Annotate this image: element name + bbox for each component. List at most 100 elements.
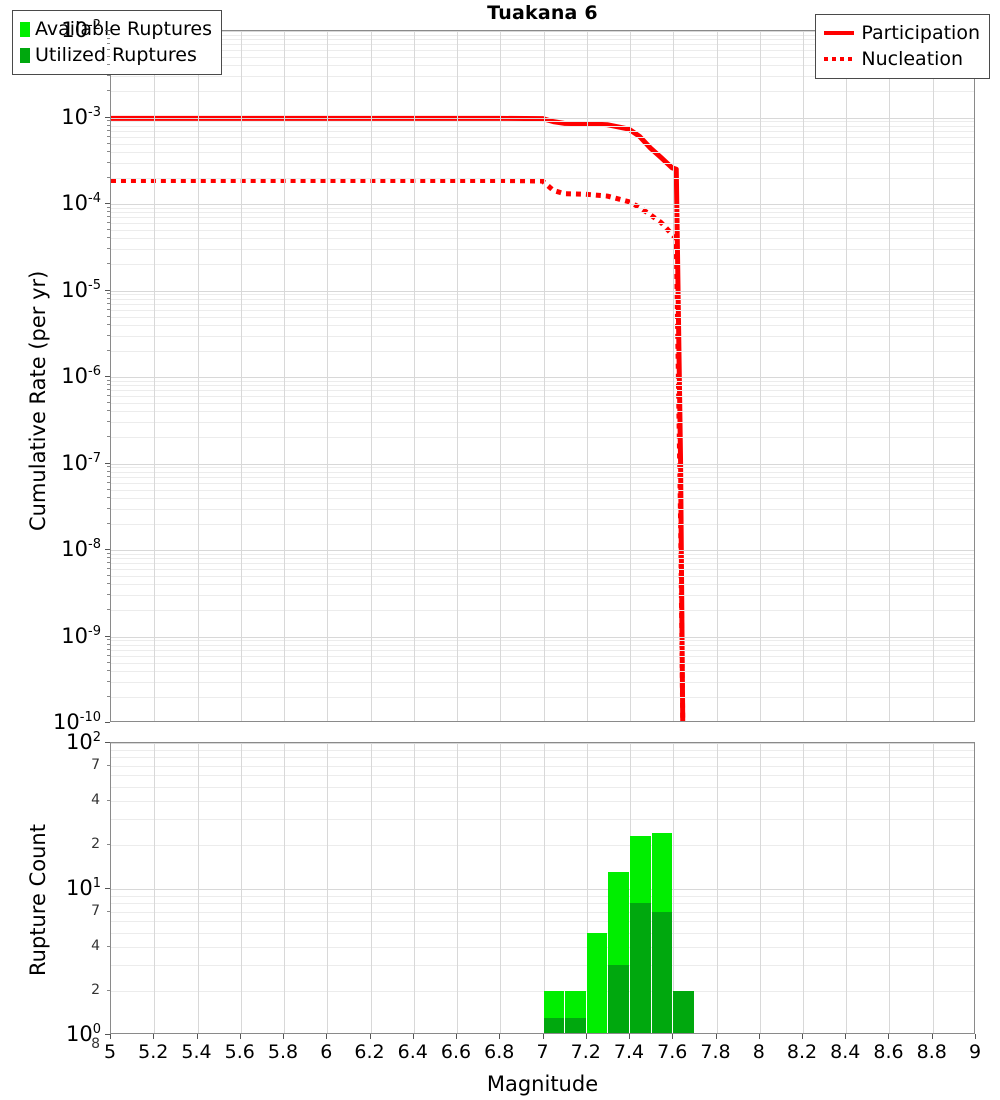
gridline-major [933, 743, 934, 1033]
x-tick-label: 7.6 [657, 1041, 687, 1063]
bar-available[interactable] [587, 933, 608, 1034]
utilized-color-swatch [20, 48, 30, 63]
bar-utilized[interactable] [608, 965, 629, 1034]
y-minor-tick-mark [107, 476, 110, 477]
y-tick-mark [105, 30, 110, 31]
x-tick-label: 8.6 [873, 1041, 903, 1063]
y-minor-tick-mark [107, 583, 110, 584]
legend-item-available-ruptures[interactable]: Available Ruptures [20, 16, 212, 42]
legend-item-utilized-ruptures[interactable]: Utilized Ruptures [20, 42, 212, 68]
x-tick-label: 7.4 [614, 1041, 644, 1063]
gridline-major [371, 743, 372, 1033]
y-minor-tick-mark [107, 56, 110, 57]
bar-utilized[interactable] [544, 1018, 565, 1034]
gridline-major [241, 743, 242, 1033]
x-tick-label: 5.4 [181, 1041, 211, 1063]
x-tick-label: 9 [969, 1041, 981, 1063]
y-minor-tick-mark [107, 384, 110, 385]
y-minor-tick-mark [107, 49, 110, 50]
y-tick-label-top: 10-6 [61, 364, 101, 388]
y-minor-tick-mark [107, 64, 110, 65]
y-minor-tick-mark [107, 553, 110, 554]
y-minor-tick-mark [107, 162, 110, 163]
y-tick-mark [105, 742, 110, 743]
y-minor-tick-mark [107, 309, 110, 310]
y-minor-tick-mark [107, 575, 110, 576]
y-minor-tick-mark [107, 298, 110, 299]
gridline-major [889, 743, 890, 1033]
y-minor-tick-mark [107, 380, 110, 381]
x-tick-label: 7.2 [571, 1041, 601, 1063]
y-minor-tick-mark [107, 151, 110, 152]
y-tick-label-top: 10-8 [61, 537, 101, 561]
y-minor-tick-mark [107, 216, 110, 217]
x-tick-label: 6.8 [484, 1041, 514, 1063]
y-tick-mark [105, 203, 110, 204]
gridline-major [717, 743, 718, 1033]
legend-label: Utilized Ruptures [35, 44, 197, 66]
bar-utilized[interactable] [565, 1018, 586, 1034]
legend-item-participation[interactable]: Participation [823, 20, 980, 46]
legend-item-nucleation[interactable]: Nucleation [823, 46, 980, 72]
y-minor-tick-mark [107, 655, 110, 656]
y-minor-tick-mark [107, 207, 110, 208]
y-axis-label-bottom: Rupture Count [26, 824, 50, 976]
x-axis-label: Magnitude [110, 1072, 975, 1096]
gridline-major [889, 31, 890, 721]
x-tick-mark [802, 1034, 803, 1039]
x-tick-mark [888, 1034, 889, 1039]
x-tick-label: 5 [104, 1041, 116, 1063]
rupture-count-plot [110, 742, 975, 1034]
y-tick-label-top: 10-3 [61, 105, 101, 129]
y-minor-tick-mark [107, 237, 110, 238]
bar-utilized[interactable] [630, 903, 651, 1034]
bar-utilized[interactable] [673, 991, 694, 1034]
y-tick-mark [105, 117, 110, 118]
y-minor-tick-label-bottom: 4 [91, 792, 100, 808]
gridline-major [457, 743, 458, 1033]
x-tick-mark [499, 1034, 500, 1039]
x-tick-label: 7 [536, 1041, 548, 1063]
y-minor-tick-mark [107, 946, 110, 947]
x-tick-mark [975, 1034, 976, 1039]
y-minor-tick-mark [107, 557, 110, 558]
x-tick-mark [672, 1034, 673, 1039]
x-tick-label: 5.6 [225, 1041, 255, 1063]
y-minor-tick-label-bottom: 4 [91, 938, 100, 954]
gridline-major [760, 31, 761, 721]
gridline-major [154, 31, 155, 721]
y-minor-tick-mark [107, 402, 110, 403]
y-minor-tick-mark [107, 765, 110, 766]
x-tick-mark [110, 1034, 111, 1039]
y-minor-tick-label-bottom: 7 [91, 903, 100, 919]
solid-line-icon [823, 25, 855, 41]
y-minor-tick-mark [107, 639, 110, 640]
y-tick-mark [105, 888, 110, 889]
y-minor-tick-mark [107, 120, 110, 121]
bar-utilized[interactable] [652, 912, 673, 1034]
y-minor-tick-mark [107, 662, 110, 663]
y-minor-tick-mark [107, 143, 110, 144]
y-minor-tick-mark [107, 316, 110, 317]
gridline-major [284, 743, 285, 1033]
y-minor-tick-mark [107, 562, 110, 563]
x-tick-label: 5.2 [138, 1041, 168, 1063]
y-minor-tick-mark [107, 136, 110, 137]
y-minor-tick-mark [107, 844, 110, 845]
y-minor-tick-mark [107, 681, 110, 682]
available-color-swatch [20, 22, 30, 37]
gridline-major [414, 743, 415, 1033]
gridline-major [327, 31, 328, 721]
x-tick-mark [543, 1034, 544, 1039]
gridline-major [284, 31, 285, 721]
y-minor-tick-mark [107, 34, 110, 35]
y-tick-label-top: 10-2 [61, 18, 101, 42]
y-minor-tick-mark [107, 222, 110, 223]
y-minor-tick-mark [107, 389, 110, 390]
x-tick-label: 8.8 [917, 1041, 947, 1063]
x-tick-label: 6.4 [398, 1041, 428, 1063]
y-minor-tick-mark [107, 421, 110, 422]
x-tick-mark [153, 1034, 154, 1039]
y-tick-mark [105, 376, 110, 377]
gridline-major [717, 31, 718, 721]
